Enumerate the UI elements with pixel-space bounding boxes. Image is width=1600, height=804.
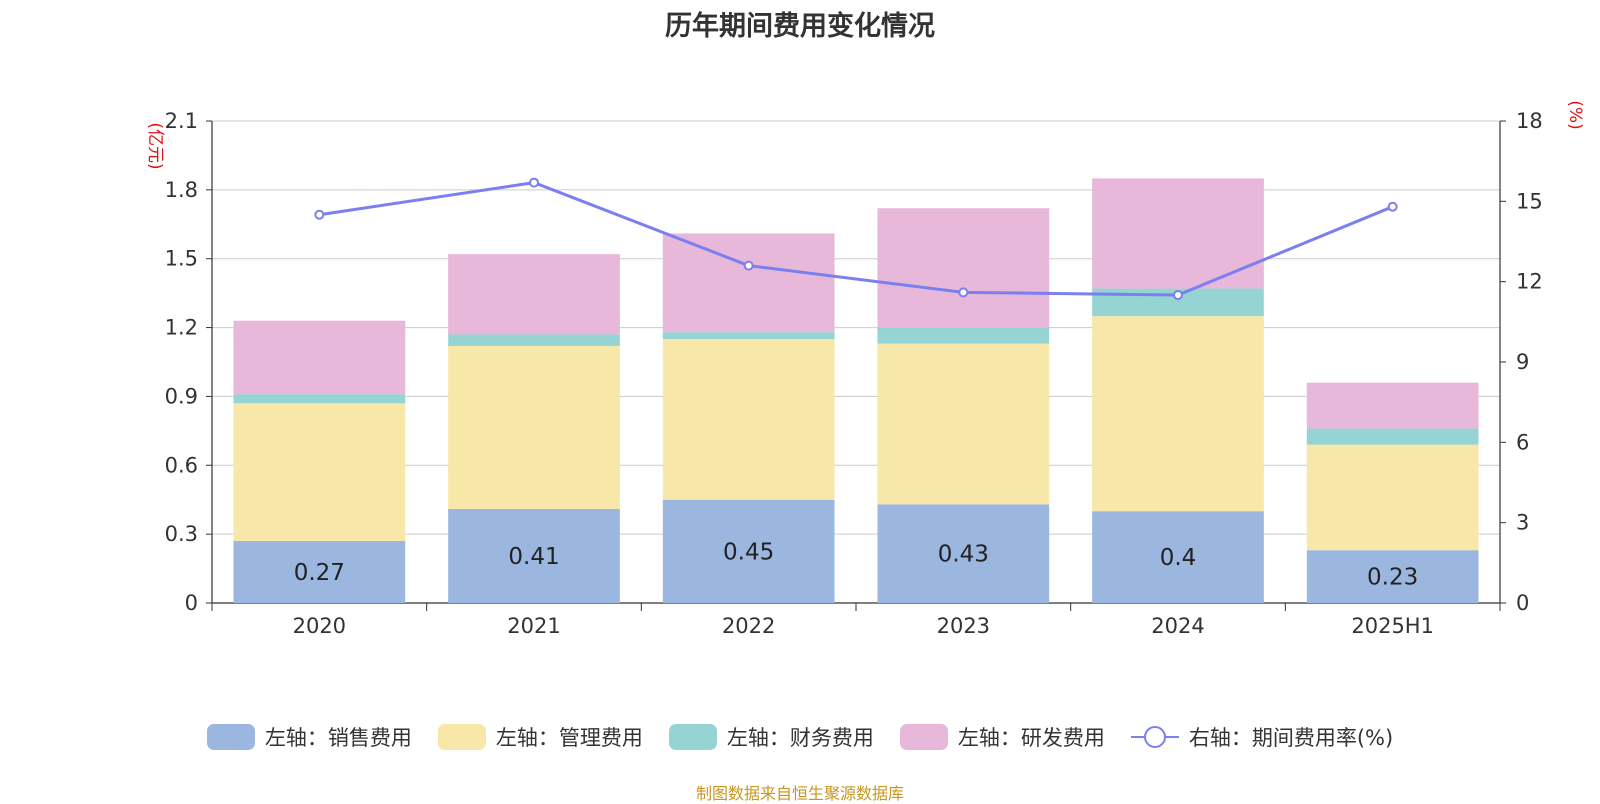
x-axis-tick-label: 2023 [937, 614, 990, 638]
bar-segment [1092, 316, 1264, 512]
right-axis-tick-label: 9 [1516, 350, 1529, 374]
bar-segment [448, 508, 620, 603]
right-axis-tick-label: 15 [1516, 189, 1543, 213]
rate-point [958, 287, 969, 298]
right-axis-tick-label: 12 [1516, 270, 1543, 294]
bar-segment [1306, 382, 1479, 429]
bar-segment [448, 254, 620, 335]
bar-segment [448, 334, 620, 346]
bar-data-label: 0.45 [723, 539, 774, 565]
bar-segment [877, 343, 1050, 505]
bar-data-label: 0.41 [508, 544, 559, 570]
bar-segment [662, 499, 835, 603]
left-axis-tick-label: 1.5 [165, 247, 198, 271]
legend-item[interactable]: 右轴：期间费用率(%) [1130, 722, 1394, 752]
right-axis-tick-label: 0 [1516, 591, 1529, 615]
x-axis-tick-label: 2025H1 [1351, 614, 1434, 638]
bar-segment [233, 394, 406, 404]
x-axis-tick-label: 2020 [293, 614, 346, 638]
legend-item[interactable]: 左轴：研发费用 [899, 722, 1105, 752]
legend-label: 左轴：管理费用 [495, 726, 643, 750]
left-axis-tick-label: 0.9 [165, 384, 198, 408]
bar-segment [233, 403, 406, 542]
source-note: 制图数据来自恒生聚源数据库 [695, 784, 904, 803]
bar-segment [1306, 444, 1479, 551]
x-axis-tick-label: 2021 [507, 614, 560, 638]
left-axis-tick-label: 0 [185, 591, 198, 615]
legend-label: 左轴：研发费用 [957, 726, 1105, 750]
bar-segment [877, 327, 1050, 344]
bar-segment [1092, 178, 1264, 289]
rate-point [1173, 290, 1183, 301]
bar-data-label: 0.27 [294, 560, 345, 586]
bar-segment [1092, 511, 1264, 603]
left-axis-tick-label: 1.2 [165, 316, 198, 340]
left-axis-tick-label: 0.6 [165, 453, 198, 477]
bar-segment [233, 320, 406, 395]
rate-line [319, 181, 1394, 297]
bar-segment [877, 208, 1050, 328]
rate-point [529, 177, 539, 188]
legend-label: 左轴：财务费用 [726, 726, 874, 750]
rate-point [1387, 201, 1398, 212]
legend-label: 左轴：销售费用 [264, 726, 412, 750]
right-axis-unit: (%) [1565, 100, 1585, 129]
bar-segment [233, 541, 406, 603]
legend-item[interactable]: 左轴：销售费用 [206, 722, 412, 752]
legend-label: 右轴：期间费用率(%) [1188, 726, 1394, 750]
left-axis-tick-label: 1.8 [165, 178, 198, 202]
left-axis-tick-label: 0.3 [165, 522, 198, 546]
x-axis-tick-label: 2024 [1151, 614, 1204, 638]
bar-data-label: 0.43 [938, 542, 989, 568]
rate-point [743, 260, 754, 271]
right-axis-tick-label: 6 [1516, 430, 1529, 454]
legend: 左轴：销售费用 左轴：管理费用 左轴：财务费用 左轴：研发费用 右轴：期间费用率(%) [0, 720, 1600, 754]
legend-swatch [899, 724, 948, 750]
right-axis-tick-label: 18 [1516, 109, 1543, 133]
bar-segment [662, 332, 835, 340]
rate-point [314, 209, 325, 220]
legend-item[interactable]: 左轴：财务费用 [668, 722, 874, 752]
legend-swatch [668, 724, 717, 750]
legend-item[interactable]: 左轴：管理费用 [437, 722, 643, 752]
bar-segment [877, 504, 1050, 603]
left-axis-unit: (亿元) [145, 122, 165, 169]
bar-segment [1306, 428, 1479, 445]
bar-data-label: 0.23 [1367, 565, 1418, 591]
right-axis-tick-label: 3 [1516, 511, 1529, 535]
legend-line-marker [1130, 726, 1179, 748]
chart-title: 历年期间费用变化情况 [665, 11, 935, 42]
x-axis-tick-label: 2022 [722, 614, 775, 638]
bar-segment [1306, 550, 1479, 603]
bar-segment [448, 345, 620, 509]
legend-swatch [206, 724, 255, 750]
bar-segment [662, 233, 835, 333]
legend-swatch [437, 724, 486, 750]
bar-segment [662, 339, 835, 500]
bar-data-label: 0.4 [1160, 545, 1197, 571]
left-axis-tick-label: 2.1 [165, 109, 198, 133]
